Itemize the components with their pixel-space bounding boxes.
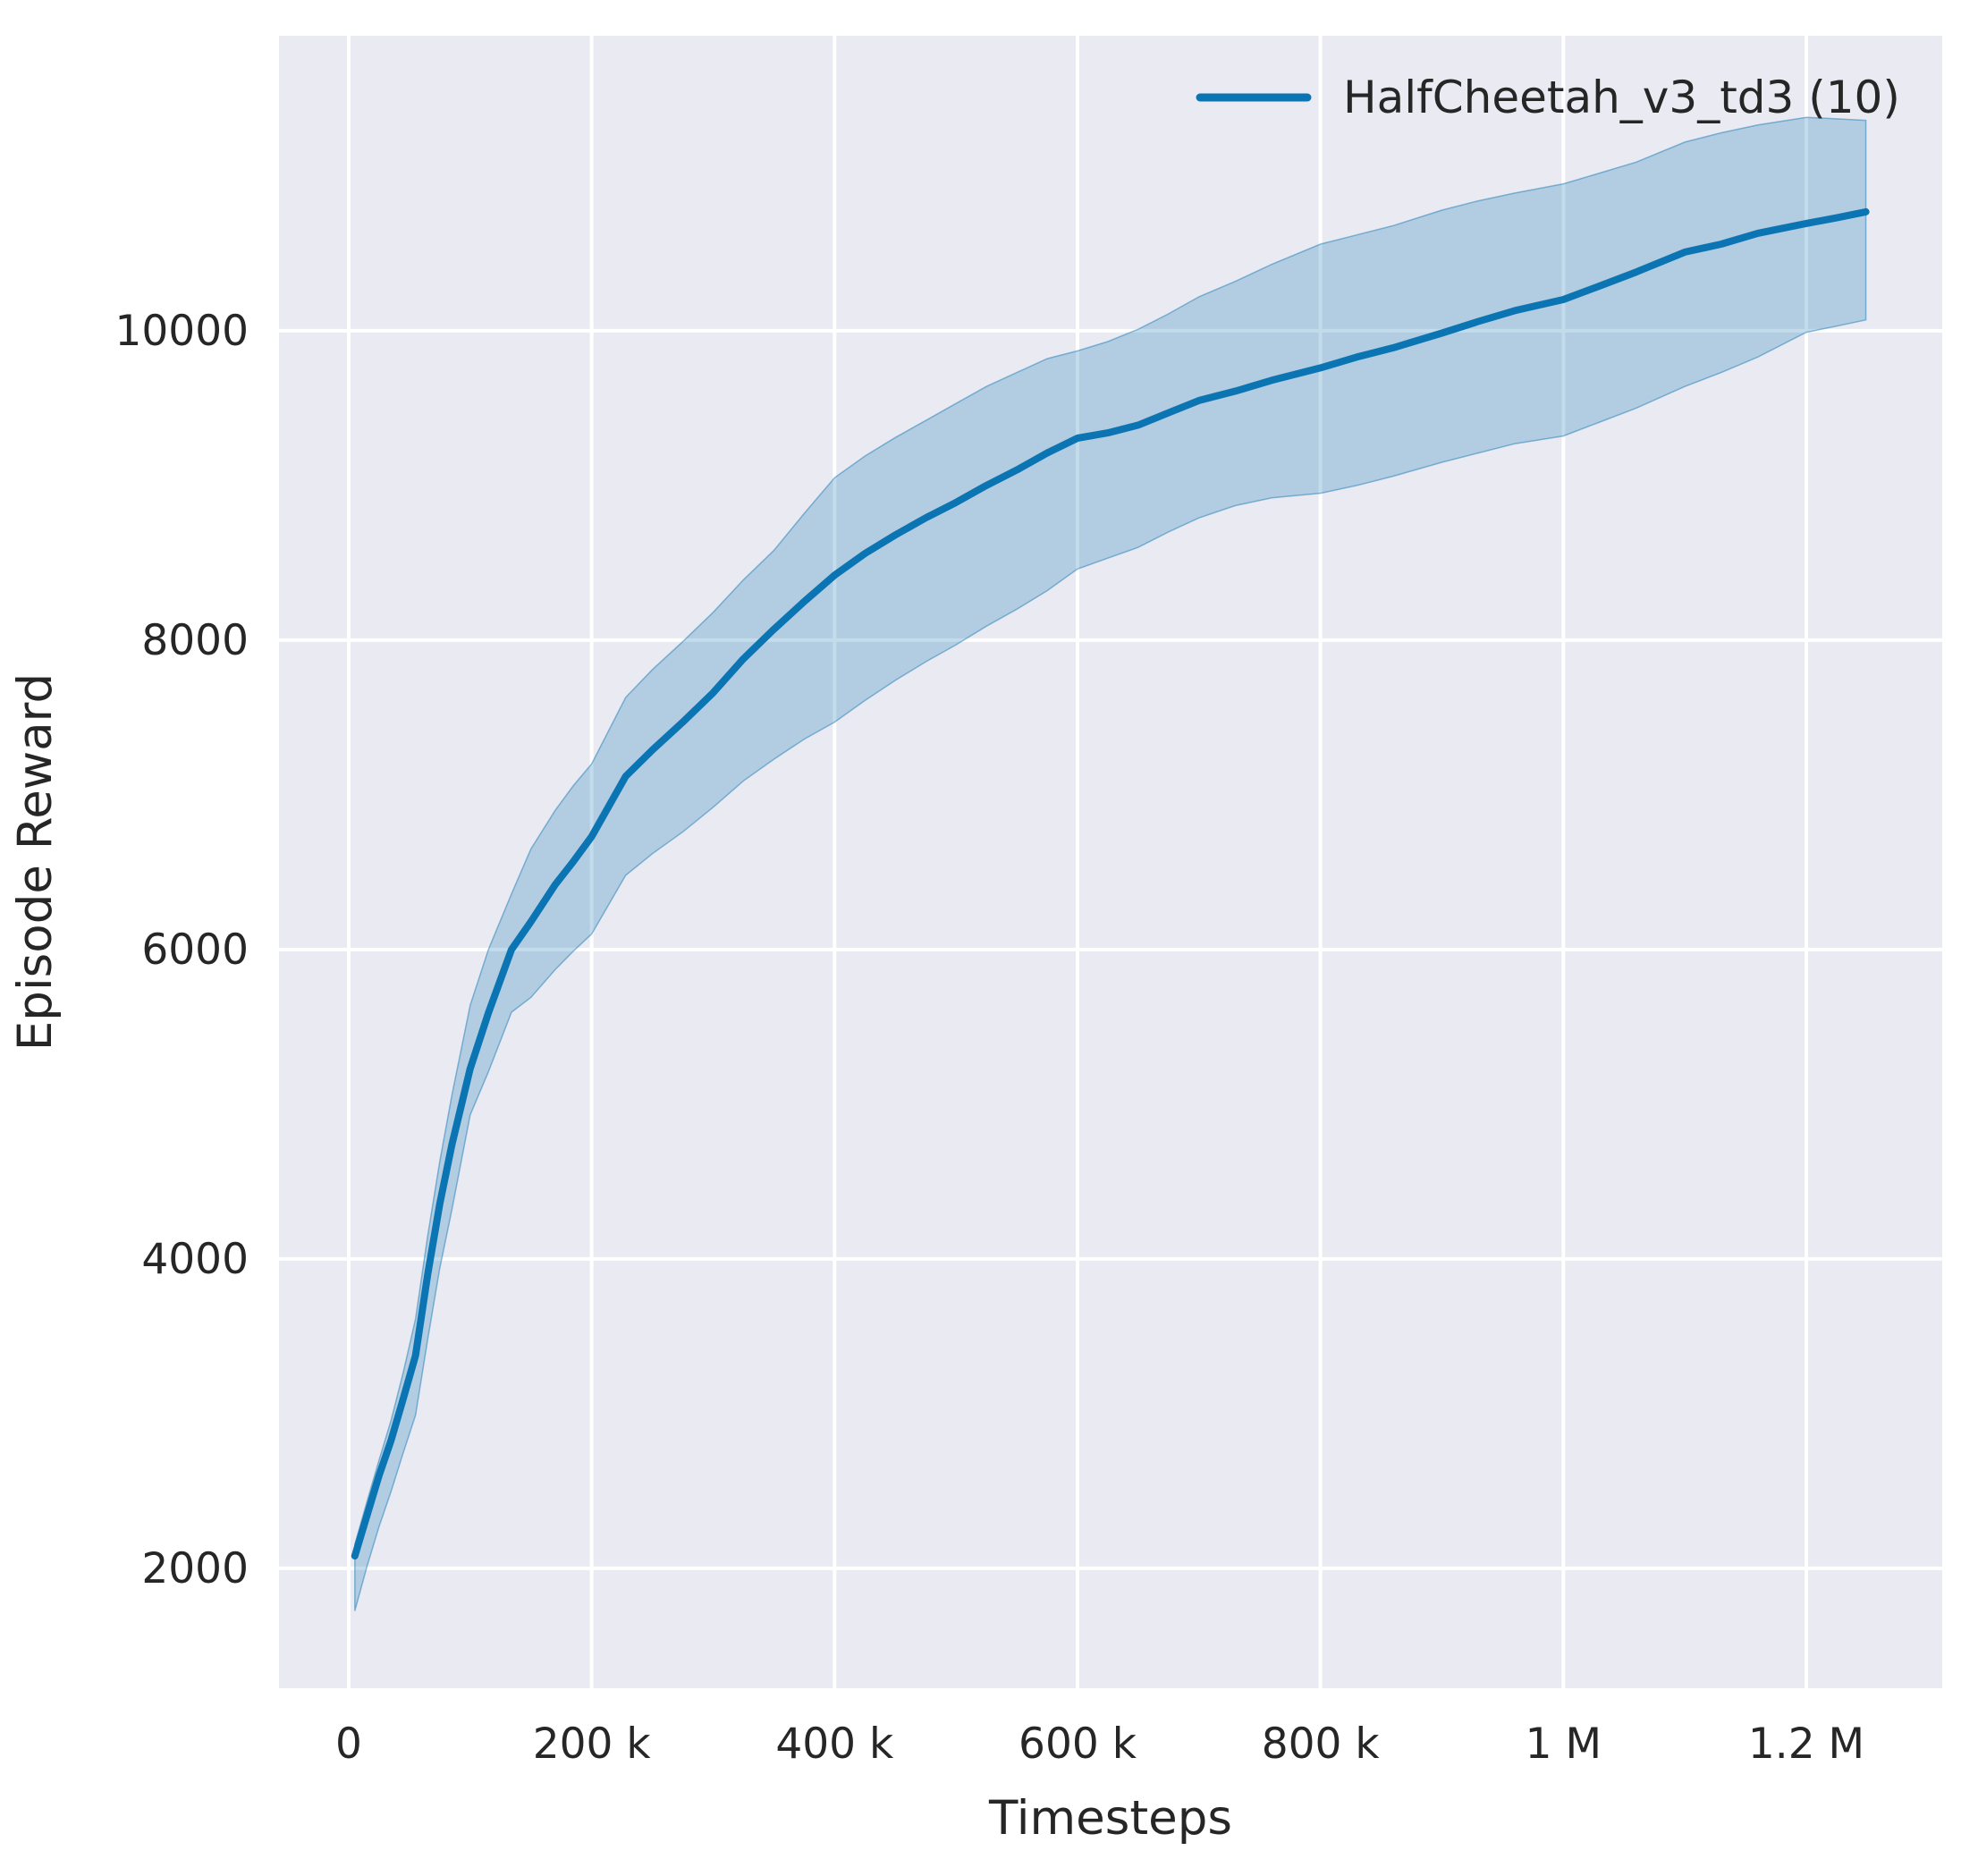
x-tick-label: 400 k	[775, 1720, 894, 1769]
confidence-band	[354, 116, 1867, 1611]
y-tick-labels: 2000 4000 6000 8000 10000	[114, 307, 249, 1593]
y-tick-label: 4000	[141, 1235, 249, 1284]
y-tick-label: 8000	[141, 616, 249, 665]
x-tick-label: 600 k	[1019, 1720, 1137, 1769]
x-tick-label: 1 M	[1526, 1720, 1602, 1769]
x-tick-label: 800 k	[1262, 1720, 1381, 1769]
mean-line	[351, 207, 1870, 1560]
x-tick-label: 1.2 M	[1748, 1720, 1864, 1769]
x-tick-label: 200 k	[533, 1720, 652, 1769]
x-tick-labels: 0 200 k 400 k 600 k 800 k 1 M 1.2 M	[335, 1720, 1864, 1769]
x-axis-label: Timesteps	[988, 1791, 1232, 1846]
x-tick-label: 0	[335, 1720, 362, 1769]
legend: HalfCheetah_v3_td3 (10)	[1196, 72, 1900, 123]
legend-label: HalfCheetah_v3_td3 (10)	[1343, 72, 1900, 123]
plot-area	[279, 36, 1942, 1688]
gridlines	[279, 36, 1942, 1688]
y-axis-label: Episode Reward	[8, 673, 63, 1051]
y-tick-label: 2000	[141, 1544, 249, 1593]
y-tick-label: 10000	[114, 307, 249, 356]
y-tick-label: 6000	[141, 925, 249, 975]
